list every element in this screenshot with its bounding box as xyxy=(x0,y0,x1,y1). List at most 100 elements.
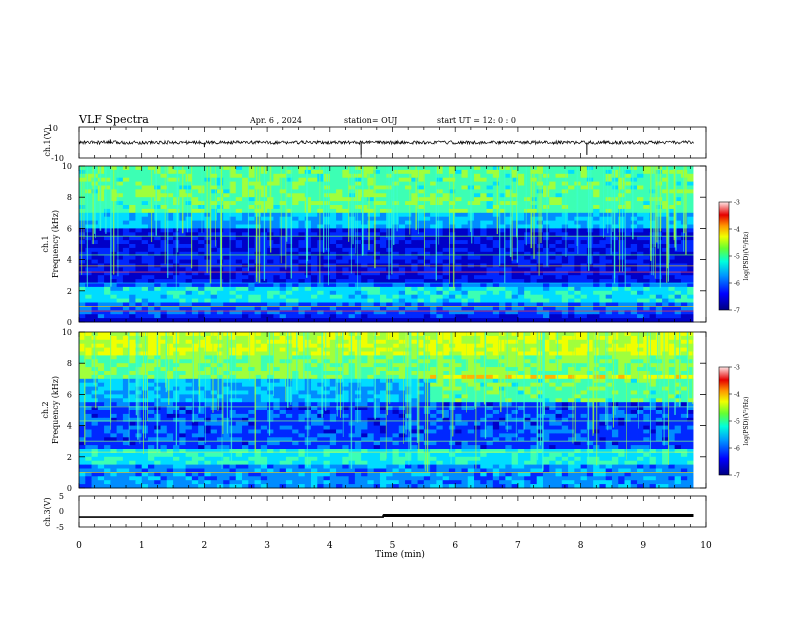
spectrogram-cell xyxy=(298,240,305,244)
spectrogram-cell xyxy=(606,314,613,318)
spectrogram-cell xyxy=(399,295,406,299)
spectrogram-cell xyxy=(292,287,299,291)
spectrogram-cell xyxy=(399,344,406,348)
spectrogram-cell xyxy=(549,213,556,217)
spectrogram-cell xyxy=(280,355,287,359)
spectrogram-cell xyxy=(92,295,99,299)
spectrogram-cell xyxy=(361,306,368,310)
spectrogram-cell xyxy=(637,291,644,295)
spectrogram-cell xyxy=(242,283,249,287)
spectrogram-cell xyxy=(581,306,588,310)
spectrogram-cell xyxy=(474,201,481,205)
spectrogram-cell xyxy=(468,182,475,186)
spectrogram-cell xyxy=(468,275,475,279)
spectrogram-cell xyxy=(530,359,537,363)
spectrogram-cell xyxy=(543,256,550,260)
spectrogram-cell xyxy=(298,295,305,299)
spectrogram-cell xyxy=(79,236,86,240)
spectrogram-cell xyxy=(537,236,544,240)
spectrogram-row xyxy=(79,193,694,197)
spectrogram-cell xyxy=(148,252,155,256)
spectrogram-cell xyxy=(411,166,418,170)
spectrogram-cell xyxy=(449,295,456,299)
spectrogram-cell xyxy=(223,299,230,303)
spectrogram-cell xyxy=(374,275,381,279)
spectrogram-cell xyxy=(167,340,174,344)
spectrogram-cell xyxy=(593,260,600,264)
spectrogram-cell xyxy=(229,189,236,193)
spectrogram-cell xyxy=(198,256,205,260)
spectrogram-cell xyxy=(367,352,374,356)
spectrogram-cell xyxy=(468,201,475,205)
spectrogram-cell xyxy=(292,363,299,367)
spectrogram-cell xyxy=(549,252,556,256)
spectrogram-cell xyxy=(167,291,174,295)
spectrogram-cell xyxy=(236,217,243,221)
spectrogram-cell xyxy=(154,244,161,248)
spectrogram-cell xyxy=(380,344,387,348)
spectrogram-cell xyxy=(79,186,86,190)
spectrogram-cell xyxy=(223,363,230,367)
spectrogram-cell xyxy=(154,221,161,225)
spectrogram-cell xyxy=(123,193,130,197)
spectrogram-cell xyxy=(593,174,600,178)
spectrogram-cell xyxy=(549,186,556,190)
spectrogram-cell xyxy=(79,201,86,205)
spectrogram-cell xyxy=(593,197,600,201)
spectrogram-cell xyxy=(324,336,331,340)
spectrogram-cell xyxy=(449,186,456,190)
spectrogram-cell xyxy=(411,201,418,205)
spectrogram-cell xyxy=(393,359,400,363)
spectrogram-cell xyxy=(455,306,462,310)
spectrogram-cell xyxy=(411,213,418,217)
spectrogram-cell xyxy=(449,299,456,303)
spectrogram-cell xyxy=(135,267,142,271)
spectrogram-cell xyxy=(681,344,688,348)
spectrogram-cell xyxy=(229,186,236,190)
spectrogram-cell xyxy=(568,256,575,260)
spectrogram-cell xyxy=(292,344,299,348)
spectrogram-cell xyxy=(161,166,168,170)
spectrogram-cell xyxy=(135,295,142,299)
spectrogram-cell xyxy=(687,236,694,240)
spectrogram-cell xyxy=(92,244,99,248)
spectrogram-cell xyxy=(599,267,606,271)
spectrogram-cell xyxy=(581,197,588,201)
spectrogram-row xyxy=(79,240,694,244)
spectrogram-cell xyxy=(436,306,443,310)
spectrogram-cell xyxy=(568,236,575,240)
spectrogram-cell xyxy=(524,352,531,356)
spectrogram-cell xyxy=(624,352,631,356)
spectrogram-cell xyxy=(631,244,638,248)
spectrogram-cell xyxy=(581,260,588,264)
spectrogram-cell xyxy=(355,299,362,303)
spectrogram-cell xyxy=(436,248,443,252)
spectrogram-cell xyxy=(411,236,418,240)
spectrogram-cell xyxy=(104,213,111,217)
spectrogram-cell xyxy=(236,275,243,279)
spectrogram-cell xyxy=(79,178,86,182)
spectrogram-cell xyxy=(512,336,519,340)
spectrogram-cell xyxy=(98,336,105,340)
spectrogram-cell xyxy=(273,295,280,299)
spectrogram-cell xyxy=(581,344,588,348)
spectrogram-cell xyxy=(537,189,544,193)
spectrogram-cell xyxy=(405,260,412,264)
spectrogram-cell xyxy=(650,299,657,303)
spectrogram-cell xyxy=(349,256,356,260)
spectrogram-row xyxy=(79,225,694,229)
spectrogram-cell xyxy=(593,193,600,197)
spectrogram-cell xyxy=(129,332,136,336)
spectrogram-cell xyxy=(624,340,631,344)
spectrogram-cell xyxy=(487,213,494,217)
spectrogram-cell xyxy=(618,275,625,279)
spectrogram-cell xyxy=(255,178,262,182)
ch1-channel-label: ch.1 xyxy=(41,235,50,252)
spectrogram-cell xyxy=(242,244,249,248)
spectrogram-cell xyxy=(255,295,262,299)
spectrogram-cell xyxy=(662,306,669,310)
spectrogram-cell xyxy=(487,205,494,209)
spectrogram-cell xyxy=(142,221,149,225)
spectrogram-cell xyxy=(637,332,644,336)
spectrogram-cell xyxy=(330,197,337,201)
